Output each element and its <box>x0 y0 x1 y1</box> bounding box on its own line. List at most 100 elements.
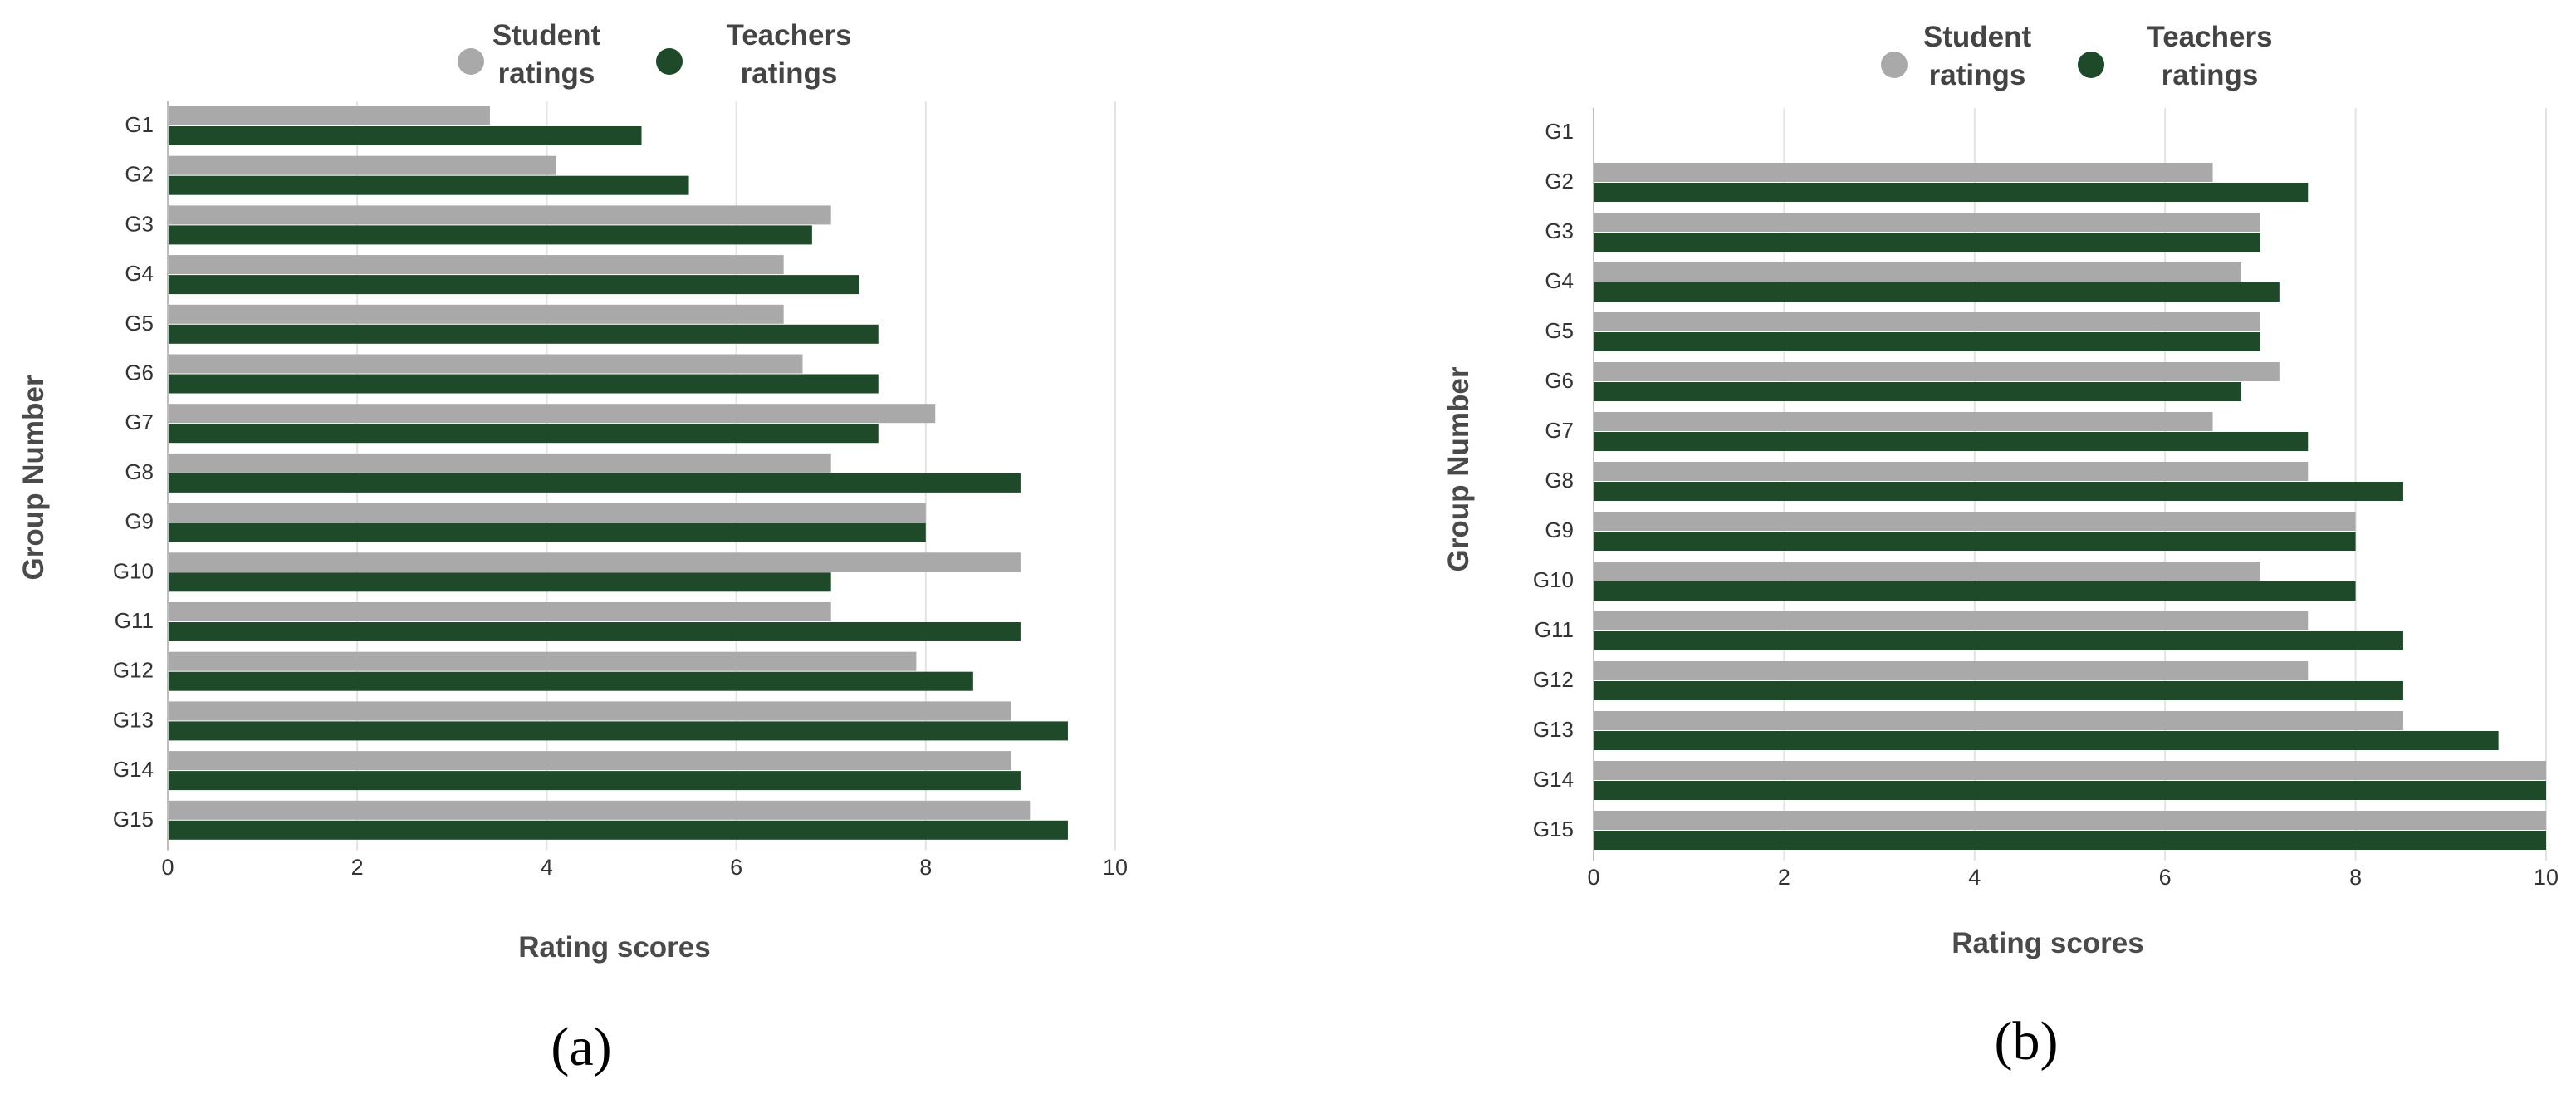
teacher-bar <box>1594 282 2280 302</box>
student-bar <box>1594 811 2546 830</box>
student-bar <box>168 503 926 522</box>
student-bar <box>1594 462 2309 481</box>
category-label: G2 <box>1545 169 1574 194</box>
teacher-bar <box>168 473 1021 493</box>
legend: Student ratings Teachers ratings <box>1881 21 2273 91</box>
x-tick-label: 0 <box>161 855 174 880</box>
student-bar <box>1594 661 2309 680</box>
panel-label: (a) <box>551 1017 611 1077</box>
student-bar <box>1594 262 2241 282</box>
category-label: G15 <box>113 807 154 832</box>
legend-label-line2: ratings <box>741 57 838 90</box>
student-bar <box>168 651 917 671</box>
category-label: G9 <box>1545 518 1574 542</box>
student-bar <box>168 701 1011 721</box>
legend-label-line1: Student <box>1923 21 2032 53</box>
x-tick-label: 10 <box>1103 855 1128 880</box>
category-label: G13 <box>1533 717 1574 742</box>
teacher-bar <box>1594 382 2241 401</box>
category-label: G3 <box>1545 218 1574 243</box>
student-bar <box>1594 412 2213 431</box>
legend-label-line1: Teachers <box>2147 21 2272 53</box>
teacher-bar <box>1594 432 2309 451</box>
teacher-bar <box>1594 781 2546 800</box>
student-bar <box>1594 562 2260 581</box>
x-axis-title: Rating scores <box>1952 927 2143 959</box>
x-tick-label: 4 <box>541 855 553 880</box>
student-bar <box>1594 512 2356 531</box>
legend: Student ratings Teachers ratings <box>458 19 852 90</box>
y-axis-title: Group Number <box>17 375 50 580</box>
x-tick-label: 4 <box>1968 865 1981 890</box>
teacher-bar <box>168 721 1068 741</box>
teacher-bar <box>168 126 642 145</box>
teacher-bar <box>168 820 1068 840</box>
category-label: G13 <box>113 707 154 732</box>
teacher-bar <box>1594 731 2499 750</box>
student-bar <box>168 751 1011 771</box>
category-label: G11 <box>115 608 154 633</box>
student-bar <box>1594 711 2403 730</box>
x-tick-label: 8 <box>2349 865 2362 890</box>
category-label: G5 <box>125 311 154 336</box>
x-axis-title: Rating scores <box>518 931 710 964</box>
category-label: G1 <box>1545 119 1574 144</box>
x-tick-label: 10 <box>2534 865 2559 890</box>
legend-marker-student <box>1881 52 1908 78</box>
teacher-bar <box>1594 332 2260 351</box>
student-bar <box>168 304 784 324</box>
x-tick-label: 2 <box>1778 865 1790 890</box>
panel-label: (b) <box>1995 1011 2059 1072</box>
category-label: G14 <box>1533 767 1574 792</box>
category-label: G12 <box>1533 667 1574 692</box>
category-label: G10 <box>1533 567 1574 592</box>
chart-panel-a: G1 G2 G3 G4 G5 G6 G7 G8 G9 G10 G11 G12 G13 G14 G15 0 2 4 6… <box>17 19 1128 1077</box>
category-label: G6 <box>125 361 154 385</box>
student-bar <box>1594 163 2213 182</box>
category-label: G10 <box>113 558 154 583</box>
teacher-bar <box>168 275 859 295</box>
legend-marker-teacher <box>2078 52 2104 78</box>
teacher-bar <box>168 175 689 195</box>
student-bar <box>168 552 1021 572</box>
category-label: G7 <box>125 410 154 434</box>
teacher-bar <box>1594 831 2546 850</box>
student-bar <box>1594 761 2546 780</box>
student-bar <box>1594 213 2260 232</box>
teacher-bar <box>1594 631 2403 650</box>
y-axis-title: Group Number <box>1442 366 1475 572</box>
student-bar <box>1594 362 2280 381</box>
teacher-bar <box>1594 482 2403 501</box>
category-label: G1 <box>125 112 154 137</box>
student-bar <box>168 602 831 621</box>
legend-label-line2: ratings <box>1929 59 2026 91</box>
student-bar <box>168 354 803 374</box>
legend-marker-teacher <box>656 48 683 75</box>
student-bar <box>168 800 1031 820</box>
teacher-bar <box>168 522 926 542</box>
student-bar <box>1594 312 2260 331</box>
category-label: G11 <box>1535 617 1574 642</box>
chart-panel-b: G1 G2 G3 G4 G5 G6 G7 G8 G9 G10 G11 G12 G13 G14 G15 0 2 4 6… <box>1442 21 2559 1072</box>
student-bar <box>1594 611 2309 630</box>
legend-label-line2: ratings <box>498 57 595 90</box>
legend-label-line1: Teachers <box>726 19 851 52</box>
category-label: G15 <box>1533 817 1574 841</box>
category-label: G5 <box>1545 318 1574 343</box>
x-tick-label: 6 <box>2159 865 2172 890</box>
teacher-bar <box>168 771 1021 791</box>
category-label: G4 <box>125 261 154 286</box>
teacher-bar <box>1594 183 2309 202</box>
category-label: G6 <box>1545 368 1574 393</box>
x-tick-label: 8 <box>919 855 932 880</box>
teacher-bar <box>168 671 973 691</box>
category-label: G2 <box>125 162 154 187</box>
legend-label-line2: ratings <box>2162 59 2259 91</box>
category-label: G3 <box>125 211 154 236</box>
category-label: G7 <box>1545 418 1574 443</box>
teacher-bar <box>168 225 812 245</box>
x-tick-label: 0 <box>1587 865 1599 890</box>
legend-label-line1: Student <box>492 19 601 52</box>
teacher-bar <box>168 572 831 592</box>
